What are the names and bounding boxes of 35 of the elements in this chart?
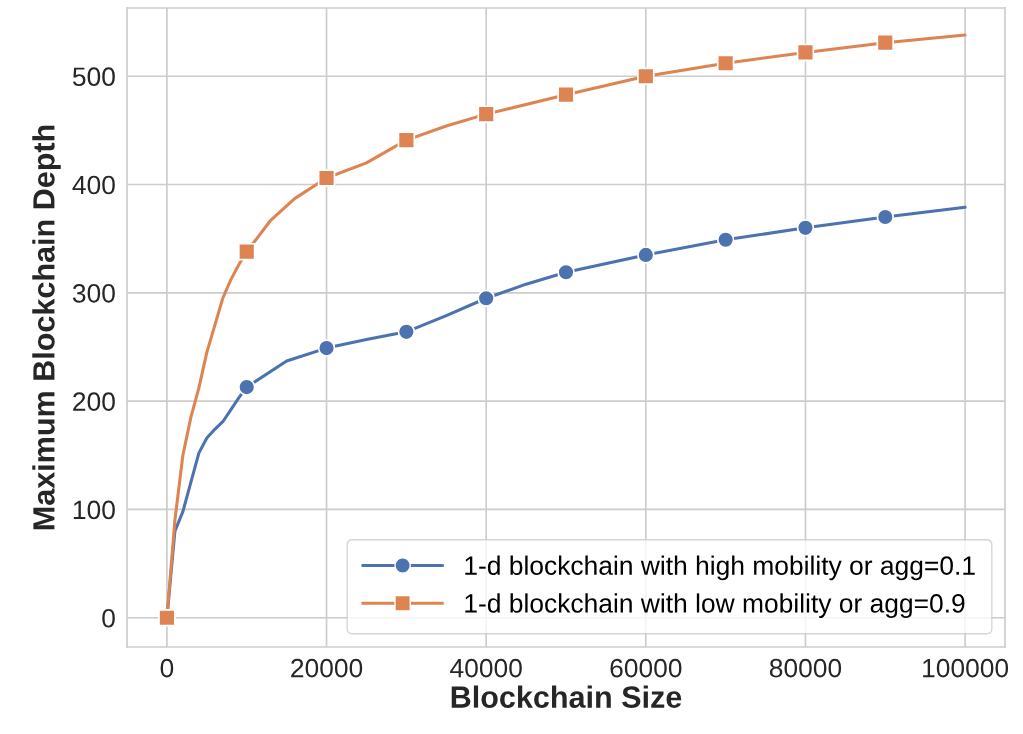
x-tick-label: 20000: [291, 658, 363, 678]
point: [796, 219, 815, 237]
y-tick-label: 200: [73, 392, 115, 411]
x-tick-label: 100000: [923, 658, 1009, 678]
legend-label: 1-d blockchain with low mobility or agg=0.9: [465, 593, 965, 618]
point: [876, 33, 895, 52]
point: [317, 339, 336, 357]
point: [237, 242, 256, 261]
x-axis-title: Blockchain Size: [451, 685, 682, 708]
x-tick-label: 40000: [450, 658, 522, 678]
point: [716, 54, 735, 72]
y-tick-label: 100: [73, 500, 115, 520]
point: [158, 609, 176, 627]
y-tick-label: 300: [72, 283, 115, 303]
x-tick-label: 0: [160, 658, 174, 678]
point: [716, 231, 735, 249]
point: [557, 85, 575, 104]
y-tick-label: 500: [72, 67, 115, 87]
legend-label: 1-d blockchain with high mobility or agg=0.1: [465, 555, 975, 581]
x-tick-label: 60000: [610, 658, 682, 678]
point: [237, 378, 256, 396]
point: [477, 289, 495, 308]
point: [397, 131, 416, 149]
point: [876, 208, 895, 226]
y-axis-title: Maximum Blockchain Depth: [32, 125, 61, 530]
y-tick-label: 0: [102, 608, 115, 628]
point: [637, 67, 655, 85]
x-tick-label: 80000: [769, 658, 842, 678]
y-tick-label: 400: [72, 175, 115, 195]
point: [477, 105, 495, 123]
point: [637, 246, 655, 264]
point: [557, 263, 575, 282]
point: [317, 169, 336, 187]
point: [796, 43, 815, 62]
point: [397, 323, 416, 341]
